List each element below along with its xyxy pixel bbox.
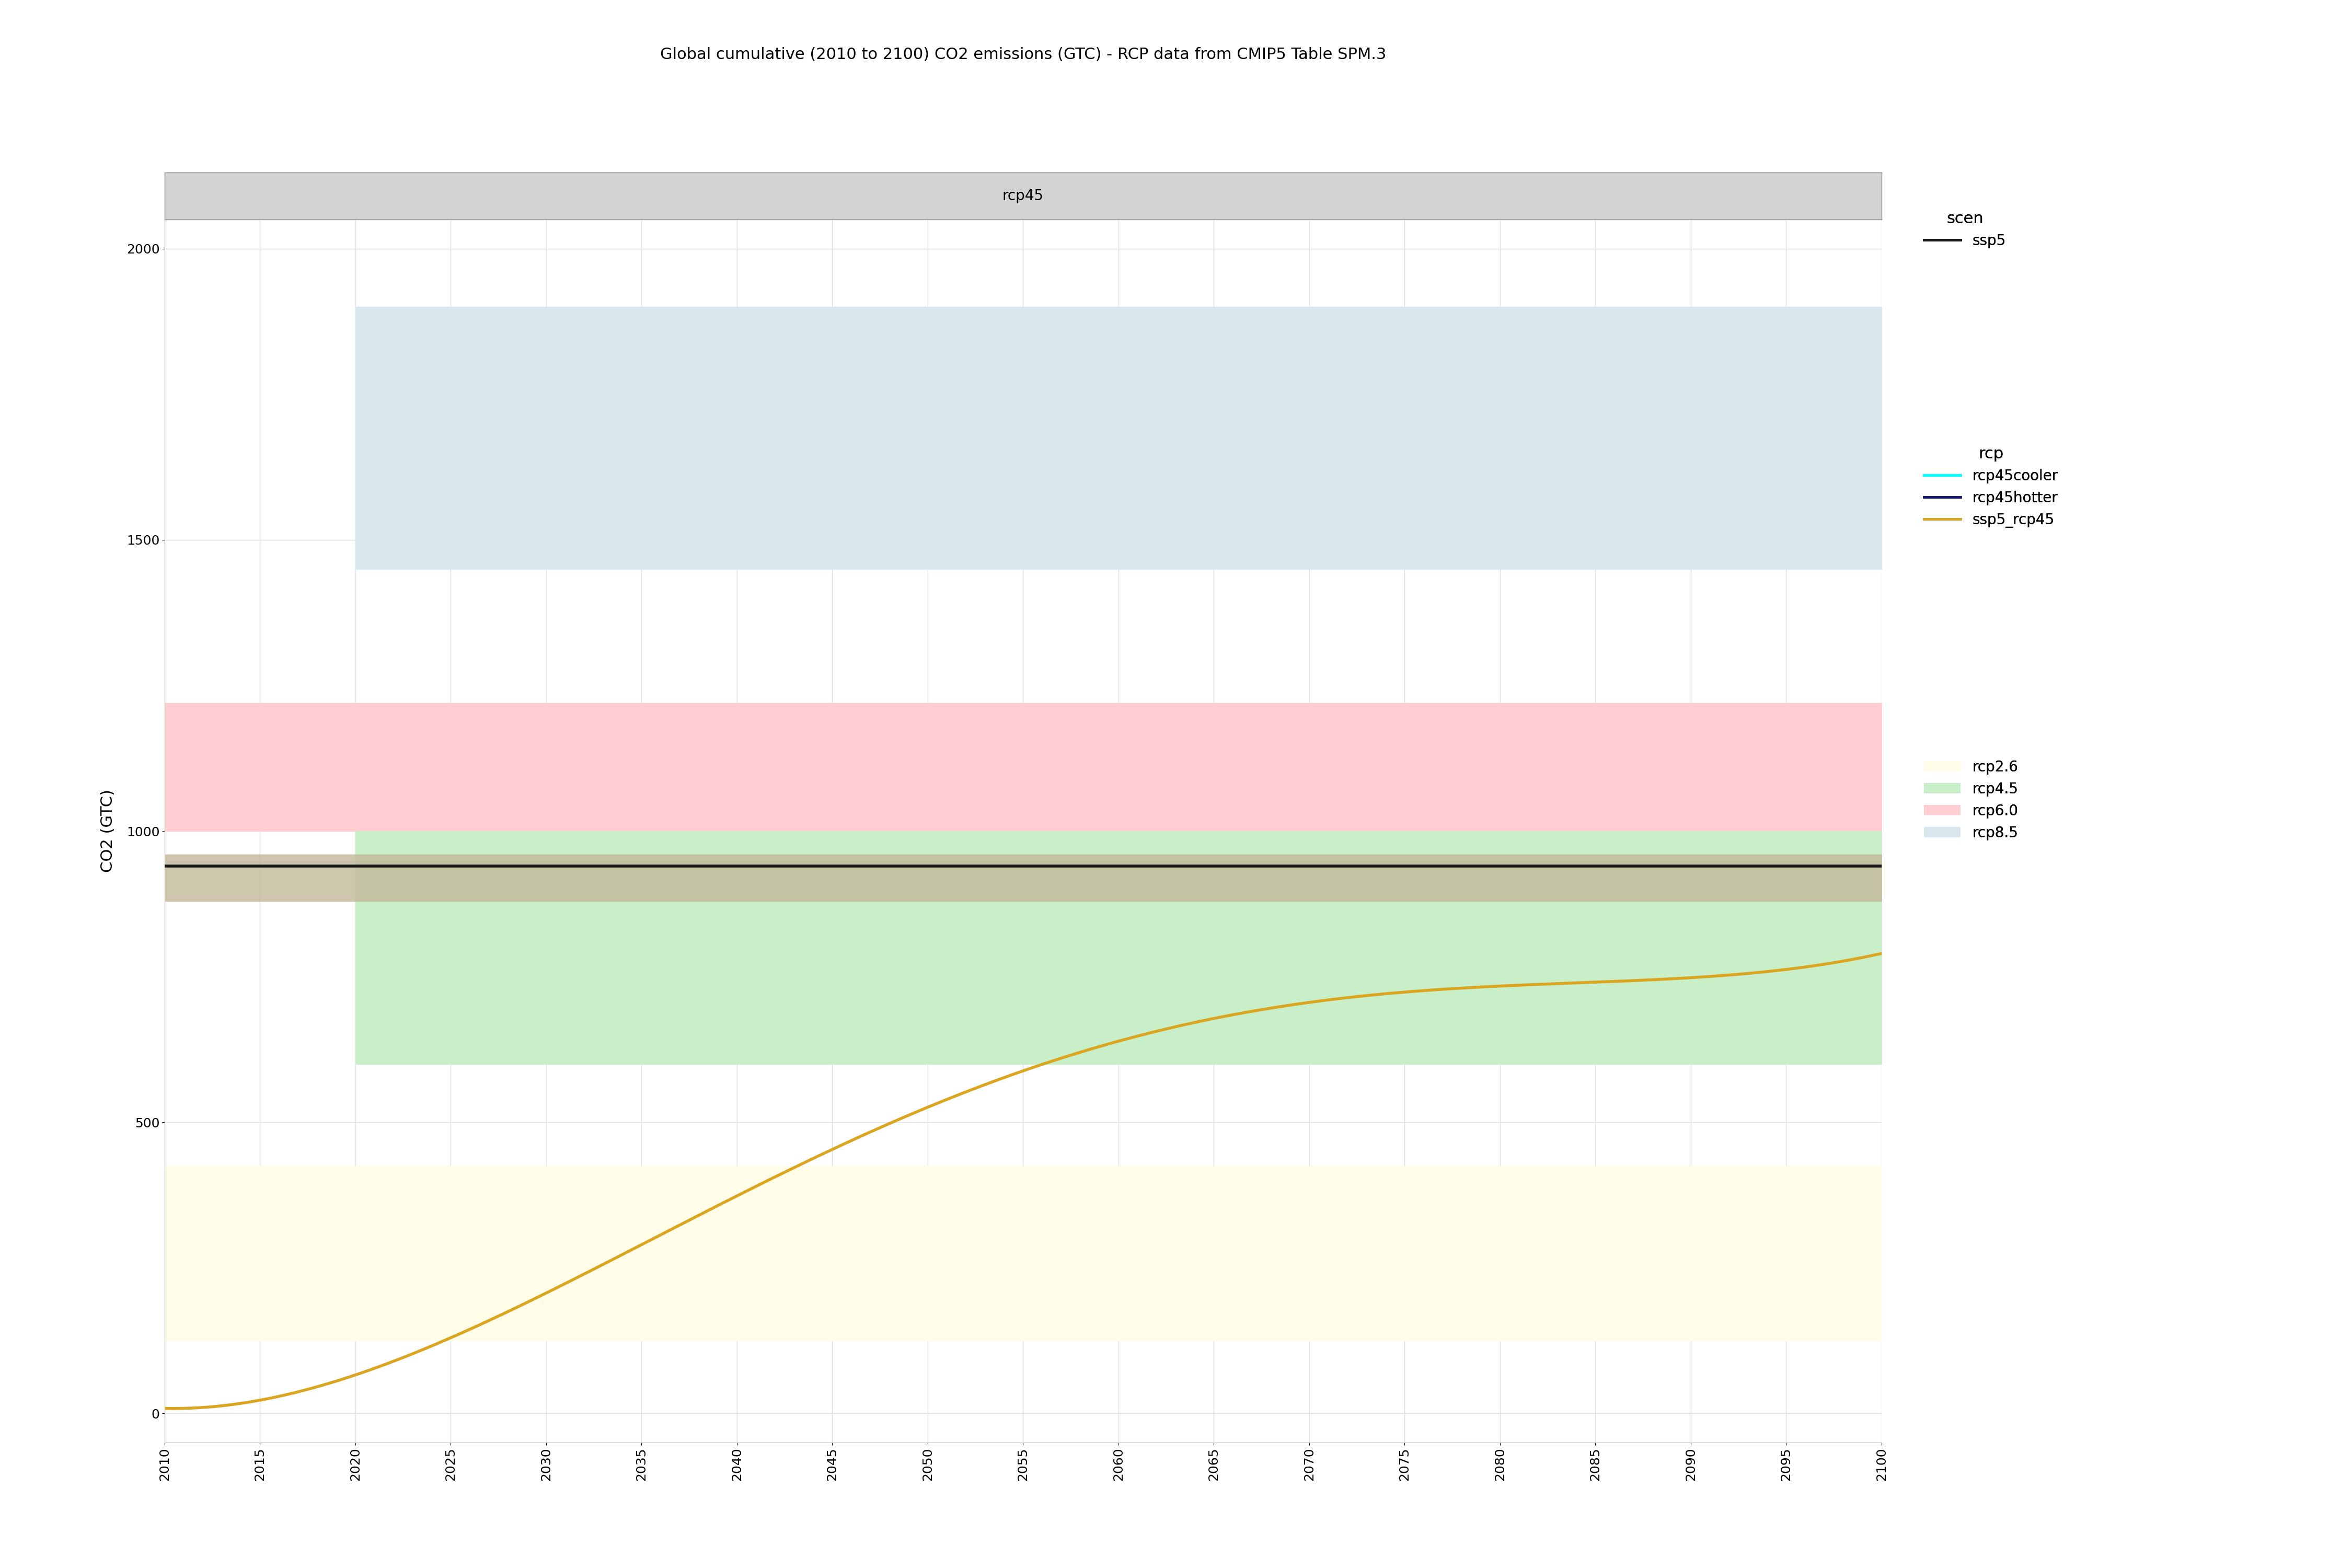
Legend: rcp2.6, rcp4.5, rcp6.0, rcp8.5: rcp2.6, rcp4.5, rcp6.0, rcp8.5 xyxy=(1924,760,2018,840)
Y-axis label: CO2 (GTC): CO2 (GTC) xyxy=(101,790,115,872)
Text: Global cumulative (2010 to 2100) CO2 emissions (GTC) - RCP data from CMIP5 Table: Global cumulative (2010 to 2100) CO2 emi… xyxy=(661,47,1385,63)
Text: rcp45: rcp45 xyxy=(1002,188,1044,204)
Legend: rcp45cooler, rcp45hotter, ssp5_rcp45: rcp45cooler, rcp45hotter, ssp5_rcp45 xyxy=(1924,447,2058,528)
Legend: ssp5: ssp5 xyxy=(1924,212,2006,248)
